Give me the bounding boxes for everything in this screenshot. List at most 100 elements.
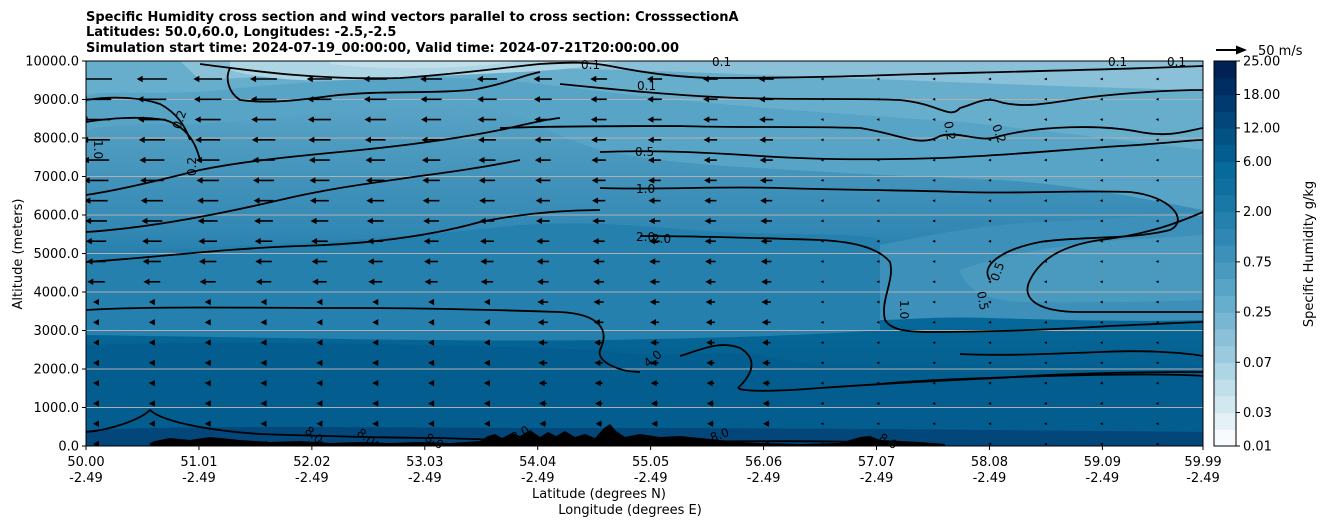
wind-vector	[477, 96, 497, 103]
colorbar-segment	[1214, 395, 1236, 414]
wind-vector	[932, 77, 936, 81]
wind-vector	[590, 75, 608, 83]
wind-vector	[195, 136, 221, 144]
x-tick-label-lon: -2.49	[860, 471, 894, 486]
wind-vector	[260, 298, 267, 306]
wind-vector	[1043, 118, 1047, 121]
x-tick-label-lat: 54.04	[519, 455, 556, 470]
contour-label: 1.0	[91, 140, 105, 159]
wind-vector	[539, 420, 547, 427]
wind-vector	[820, 199, 824, 203]
wind-vector	[648, 177, 661, 184]
wind-vector	[988, 280, 992, 284]
wind-vector	[592, 258, 605, 265]
wind-vector	[703, 156, 717, 164]
colorbar-segment	[1214, 362, 1236, 380]
x-tick-label-lat: 55.05	[632, 455, 669, 470]
wind-vector	[478, 177, 496, 184]
wind-vector	[876, 422, 880, 426]
wind-vector	[1155, 97, 1159, 101]
wind-vector	[316, 440, 323, 446]
wind-vector	[1155, 199, 1159, 203]
wind-vector	[932, 219, 936, 223]
wind-vector	[422, 177, 440, 184]
wind-vector	[759, 177, 773, 184]
wind-vector	[93, 379, 99, 387]
wind-vector	[595, 440, 602, 446]
wind-vector	[1099, 260, 1103, 263]
wind-vector	[1099, 381, 1103, 385]
wind-vector	[372, 420, 379, 427]
wind-vector	[988, 199, 992, 203]
colorbar-segment	[1214, 295, 1236, 313]
contour-label: 2.0	[652, 232, 671, 246]
y-tick-label: 8000.0	[34, 132, 80, 147]
wind-vector	[136, 75, 168, 83]
wind-vector	[307, 116, 331, 123]
wind-vector	[988, 178, 992, 182]
wind-vector	[368, 278, 383, 285]
colorbar-tick-label: 0.07	[1243, 356, 1272, 371]
wind-vector	[316, 400, 323, 407]
x-tick-label-lon: -2.49	[182, 471, 216, 486]
wind-vector	[820, 341, 824, 345]
wind-vector	[932, 239, 936, 243]
x-tick-label-lat: 59.99	[1184, 455, 1221, 470]
y-tick-label: 7000.0	[34, 170, 80, 185]
y-tick-label: 10000.0	[25, 55, 79, 70]
wind-vector	[1155, 341, 1159, 345]
wind-vector	[251, 136, 276, 144]
wind-vector	[760, 258, 772, 265]
wind-vector	[820, 219, 824, 223]
wind-vector	[93, 359, 99, 367]
x-tick-label-lat: 51.01	[180, 455, 217, 470]
wind-vector	[759, 156, 773, 164]
contour-label: 0.2	[185, 157, 199, 176]
wind-vector	[316, 359, 323, 367]
wind-vector	[820, 442, 824, 446]
x-axis: 50.00-2.4951.01-2.4952.02-2.4953.03-2.49…	[67, 446, 1222, 486]
wind-vector	[142, 238, 162, 245]
contour-label: 0.1	[712, 55, 731, 69]
wind-vector	[1155, 280, 1159, 284]
wind-vector	[1155, 158, 1159, 162]
wind-vector	[762, 359, 771, 367]
wind-vector	[537, 319, 548, 326]
wind-vector	[876, 442, 880, 446]
wind-vector	[308, 136, 331, 144]
wind-vector	[1043, 239, 1047, 243]
wind-vector	[760, 197, 773, 204]
wind-vector	[535, 177, 551, 184]
wind-vector	[876, 77, 880, 81]
wind-vector	[483, 319, 490, 326]
wind-vector	[932, 422, 936, 426]
wind-vector	[536, 258, 549, 265]
wind-vector	[1155, 320, 1159, 324]
wind-vector	[365, 156, 386, 164]
wind-vector	[594, 359, 603, 367]
colorbar-label: Specific Humidity g/kg	[1302, 181, 1317, 327]
wind-vector	[250, 75, 278, 83]
wind-vector	[591, 177, 606, 184]
wind-vector	[820, 178, 824, 182]
wind-vector	[428, 339, 435, 346]
colorbar-segment	[1214, 94, 1236, 112]
wind-vector	[648, 197, 661, 204]
contour-label: 0.1	[1167, 55, 1186, 69]
wind-vector	[594, 339, 604, 346]
contour-label: 0.2	[941, 120, 958, 141]
contour-label: 0.1	[637, 79, 656, 93]
wind-vector	[316, 420, 323, 427]
wind-vector	[539, 440, 546, 446]
wind-vector	[761, 339, 771, 346]
wind-vector	[932, 300, 936, 304]
wind-vector	[876, 300, 880, 304]
wind-vector	[649, 298, 660, 306]
wind-vector	[316, 339, 323, 346]
wind-vector	[254, 238, 273, 245]
wind-vector	[428, 420, 435, 427]
wind-vector	[876, 199, 880, 203]
wind-vector	[260, 319, 267, 326]
wind-vector	[483, 420, 490, 427]
